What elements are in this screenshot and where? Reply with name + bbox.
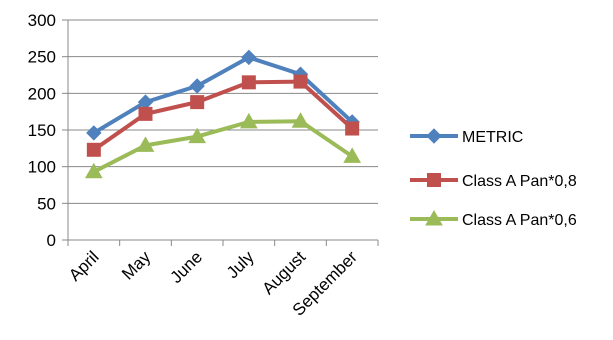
series-3 [84,112,362,179]
x-tick-label: August [258,247,309,298]
legend-label: Class A Pan*0,8 [462,173,577,190]
x-tick-label: May [118,247,154,283]
square-marker [190,95,205,110]
x-tick-label: July [223,247,258,282]
legend: METRIC Class A Pan*0,8 Class A Pan*0,6 [410,128,577,229]
series-2 [86,74,360,157]
triangle-marker [136,136,155,152]
square-marker [138,106,153,121]
y-tick-label: 250 [28,48,56,67]
legend-item: Class A Pan*0,8 [410,173,577,190]
legend-label: METRIC [462,129,523,146]
legend-item: Class A Pan*0,6 [410,209,577,229]
square-marker [293,74,308,89]
series-line [92,79,354,152]
diamond-marker [241,49,257,66]
square-marker [241,75,256,90]
y-tick-label: 300 [28,11,56,30]
diamond-marker [86,125,102,141]
legend-label: Class A Pan*0,6 [462,212,577,229]
legend-item: METRIC [410,128,523,146]
y-tick-label: 150 [28,121,56,140]
triangle-marker [84,162,103,179]
series-group [84,49,362,179]
y-tick-label: 50 [37,194,56,213]
y-tick-label: 100 [28,158,56,177]
diamond-marker [189,78,205,94]
triangle-marker [425,209,443,226]
y-tick-label: 0 [47,231,56,250]
x-tick-label: June [166,247,206,287]
square-marker [427,173,441,187]
triangle-marker [343,147,362,163]
series-line [92,55,354,135]
square-marker [86,142,101,157]
y-tick-labels: 0 50 100 150 200 250 300 [28,11,56,250]
axes [62,19,379,246]
triangle-marker [291,112,310,128]
triangle-marker [188,127,207,144]
x-tick-label: April [65,247,102,284]
diamond-marker [426,128,442,144]
y-tick-label: 200 [28,84,56,103]
triangle-marker [239,112,258,129]
square-marker [345,121,360,136]
series-line [92,119,354,174]
